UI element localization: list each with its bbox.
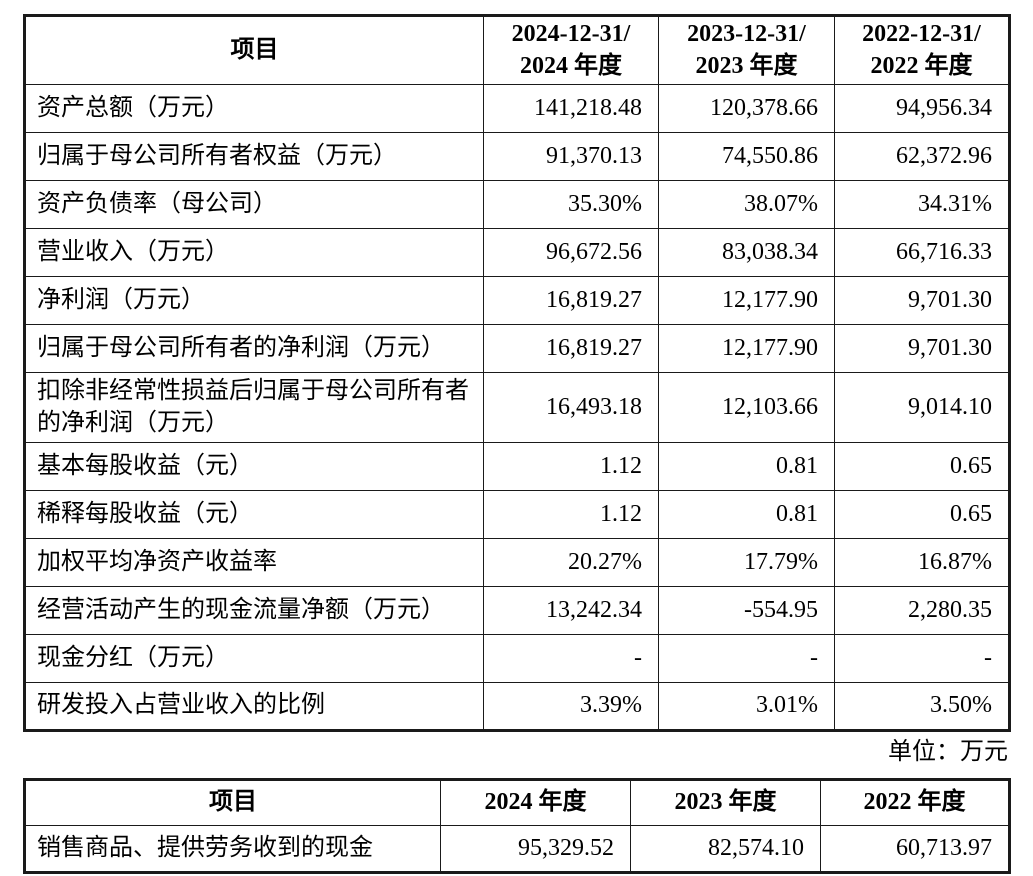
item-label-cell: 资产负债率（母公司） [24,180,484,230]
value-cell: 120,378.66 [658,84,835,134]
value-cell: - [483,633,659,683]
unit-note: 单位：万元 [888,739,1008,765]
item-label-cell: 销售商品、提供劳务收到的现金 [24,825,441,873]
item-label-cell: 基本每股收益（元） [24,441,484,491]
value-cell: 13,242.34 [483,585,659,635]
header-line-date: 2023-12-31/ [687,21,806,47]
column-header-2023: 2023 年度 [630,779,821,826]
value-cell: 0.65 [834,489,1010,539]
value-cell: 1.12 [483,489,659,539]
value-cell: 3.50% [834,681,1010,731]
value-cell: 66,716.33 [834,228,1010,278]
value-cell: 3.39% [483,681,659,731]
item-label-cell: 归属于母公司所有者的净利润（万元） [24,324,484,374]
value-cell: 9,701.30 [834,276,1010,326]
column-header-2022: 2022-12-31/ 2022 年度 [834,14,1010,86]
column-header-2024: 2024-12-31/ 2024 年度 [483,14,659,86]
value-cell: 16,819.27 [483,276,659,326]
column-header-2023: 2023-12-31/ 2023 年度 [658,14,835,86]
value-cell: 12,103.66 [658,372,835,443]
item-label-cell: 研发投入占营业收入的比例 [24,681,484,731]
item-label-cell: 扣除非经常性损益后归属于母公司所有者的净利润（万元） [24,372,484,443]
header-line-year: 2023 年度 [695,52,798,79]
table-row: 资产总额（万元） 141,218.48 120,378.66 94,956.34 [24,84,1010,134]
value-cell: 17.79% [658,537,835,587]
value-cell: 34.31% [834,180,1010,230]
value-cell: 0.65 [834,441,1010,491]
table-row: 研发投入占营业收入的比例 3.39% 3.01% 3.50% [24,681,1010,731]
value-cell: 3.01% [658,681,835,731]
value-cell: 94,956.34 [834,84,1010,134]
value-cell: 9,014.10 [834,372,1010,443]
header-line-date: 2022-12-31/ [862,21,981,47]
value-cell: 91,370.13 [483,132,659,182]
item-label-cell: 营业收入（万元） [24,228,484,278]
value-cell: 62,372.96 [834,132,1010,182]
value-cell: - [834,633,1010,683]
table-row: 经营活动产生的现金流量净额（万元） 13,242.34 -554.95 2,280.3… [24,585,1010,635]
item-label-cell: 归属于母公司所有者权益（万元） [24,132,484,182]
value-cell: 0.81 [658,489,835,539]
item-label-cell: 经营活动产生的现金流量净额（万元） [24,585,484,635]
value-cell: 83,038.34 [658,228,835,278]
table-row: 基本每股收益（元） 1.12 0.81 0.65 [24,441,1010,491]
table-row: 稀释每股收益（元） 1.12 0.81 0.65 [24,489,1010,539]
value-cell: 82,574.10 [630,825,821,873]
item-label-cell: 净利润（万元） [24,276,484,326]
column-header-2024: 2024 年度 [440,779,631,826]
table-row: 加权平均净资产收益率 20.27% 17.79% 16.87% [24,537,1010,587]
value-cell: 9,701.30 [834,324,1010,374]
header-row: 项目 2024-12-31/ 2024 年度 2023-12-31/ 2023 … [24,14,1010,86]
item-label-cell: 加权平均净资产收益率 [24,537,484,587]
value-cell: 1.12 [483,441,659,491]
table-row: 净利润（万元） 16,819.27 12,177.90 9,701.30 [24,276,1010,326]
table-row: 营业收入（万元） 96,672.56 83,038.34 66,716.33 [24,228,1010,278]
value-cell: 16.87% [834,537,1010,587]
value-cell: 60,713.97 [820,825,1010,873]
value-cell: -554.95 [658,585,835,635]
item-label-cell: 稀释每股收益（元） [24,489,484,539]
value-cell: 16,819.27 [483,324,659,374]
item-label-cell: 现金分红（万元） [24,633,484,683]
value-cell: 0.81 [658,441,835,491]
header-row: 项目 2024 年度 2023 年度 2022 年度 [24,779,1010,826]
table-row: 销售商品、提供劳务收到的现金 95,329.52 82,574.10 60,713.9… [24,825,1010,873]
header-line-date: 2024-12-31/ [511,21,631,47]
value-cell: 96,672.56 [483,228,659,278]
value-cell: 141,218.48 [483,84,659,134]
header-line-year: 2022 年度 [870,52,973,79]
value-cell: 12,177.90 [658,276,835,326]
value-cell: 35.30% [483,180,659,230]
value-cell: 38.07% [658,180,835,230]
cash-received-table: 项目 2024 年度 2023 年度 2022 年度 销售商品、提供劳务收到的现… [23,778,1011,874]
table-row: 扣除非经常性损益后归属于母公司所有者的净利润（万元） 16,493.18 12,10… [24,372,1010,443]
item-label-cell: 资产总额（万元） [24,84,484,134]
table-row: 归属于母公司所有者权益（万元） 91,370.13 74,550.86 62,372.… [24,132,1010,182]
value-cell: 95,329.52 [440,825,631,873]
value-cell: 12,177.90 [658,324,835,374]
table-row: 资产负债率（母公司） 35.30% 38.07% 34.31% [24,180,1010,230]
value-cell: 20.27% [483,537,659,587]
table-row: 归属于母公司所有者的净利润（万元） 16,819.27 12,177.90 9,701… [24,324,1010,374]
column-header-item: 项目 [24,14,484,86]
header-line-year: 2024 年度 [520,52,622,79]
table-row: 现金分红（万元） - - - [24,633,1010,683]
key-financials-table: 项目 2024-12-31/ 2024 年度 2023-12-31/ 2023 … [23,14,1011,732]
value-cell: - [658,633,835,683]
column-header-item: 项目 [24,779,441,826]
value-cell: 74,550.86 [658,132,835,182]
column-header-2022: 2022 年度 [820,779,1010,826]
value-cell: 16,493.18 [483,372,659,443]
value-cell: 2,280.35 [834,585,1010,635]
